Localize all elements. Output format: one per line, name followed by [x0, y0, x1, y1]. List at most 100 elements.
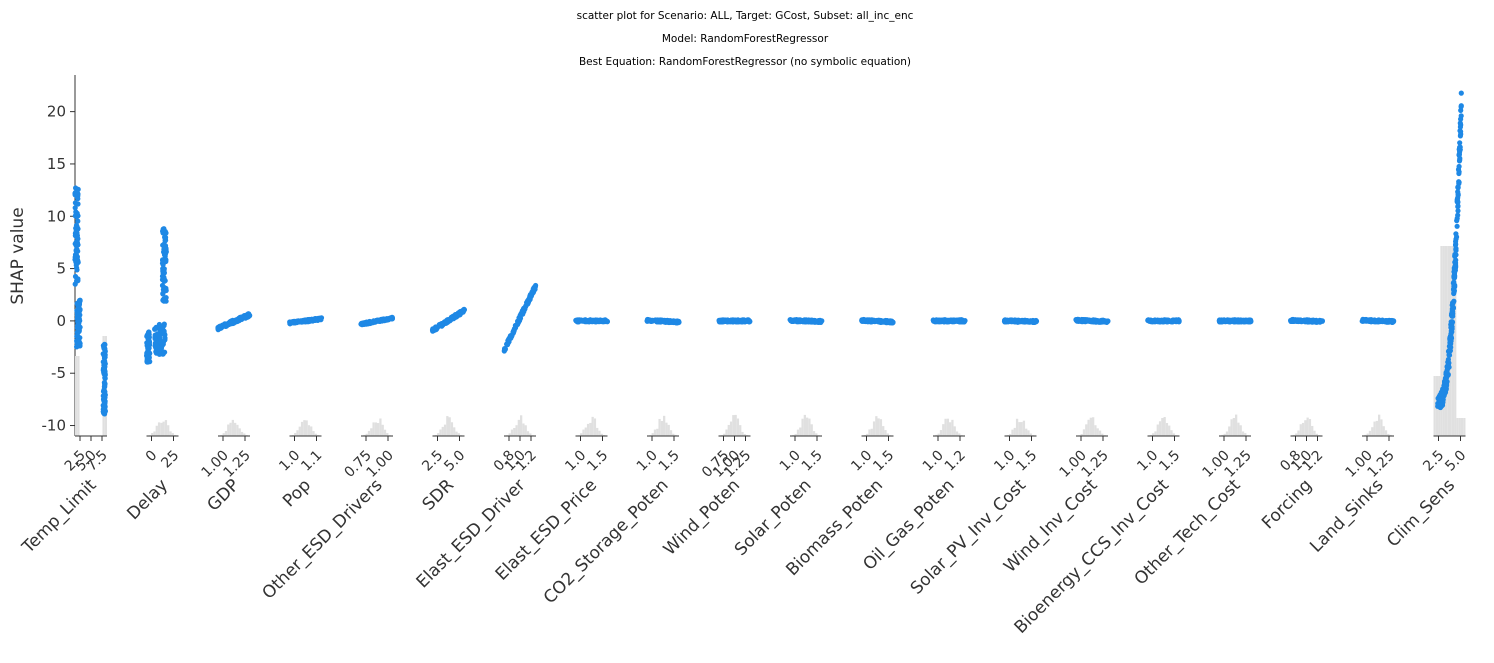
data-point — [1437, 403, 1442, 408]
hist-bar — [163, 422, 165, 436]
data-point — [147, 351, 152, 356]
hist-bar — [808, 419, 810, 436]
data-point — [103, 409, 108, 414]
data-point — [1450, 314, 1455, 319]
y-tick-label: 20 — [47, 103, 66, 121]
hist-bar — [236, 425, 238, 436]
hist-bar — [1385, 430, 1387, 436]
data-point — [797, 318, 802, 323]
x-tick-label: 1.5 — [656, 448, 683, 475]
data-point — [945, 319, 950, 324]
hist-bar — [455, 432, 457, 436]
hist-bar — [234, 423, 236, 436]
hist-bar — [1023, 421, 1025, 436]
data-point — [860, 318, 865, 323]
data-point — [1362, 317, 1367, 322]
data-point — [1453, 239, 1458, 244]
hist-bar — [1456, 418, 1458, 436]
chart-title-line-1: scatter plot for Scenario: ALL, Target: … — [577, 10, 914, 22]
data-point — [1447, 340, 1452, 345]
data-point — [153, 336, 158, 341]
data-point — [1383, 318, 1388, 323]
hist-bar — [241, 432, 243, 436]
data-point — [1459, 113, 1464, 118]
hist-bar — [232, 420, 234, 436]
hist-bar — [1085, 424, 1087, 436]
hist-bar — [1373, 422, 1375, 436]
hist-bar — [1313, 431, 1315, 436]
hist-bar — [77, 356, 79, 436]
data-point — [503, 346, 508, 351]
data-point — [888, 319, 893, 324]
feature-label: GDP — [204, 475, 244, 515]
hist-bar — [1154, 431, 1156, 436]
data-point — [1451, 305, 1456, 310]
hist-bar — [811, 424, 813, 436]
data-point — [1237, 319, 1242, 324]
data-point — [77, 340, 82, 345]
data-point — [508, 336, 513, 341]
feature-label: Delay — [123, 475, 172, 524]
data-point — [445, 317, 450, 322]
x-tick-label: 1.5 — [1013, 448, 1040, 475]
hist-bar — [799, 428, 801, 436]
data-point — [73, 226, 78, 231]
data-point — [75, 278, 80, 283]
data-point — [1456, 184, 1461, 189]
data-point — [364, 320, 369, 325]
hist-bar — [1240, 425, 1242, 436]
hist-bar — [868, 429, 870, 436]
data-point — [646, 318, 651, 323]
hist-bar — [1087, 420, 1089, 436]
hist-bar — [312, 431, 314, 436]
data-point — [376, 319, 381, 324]
hist-bar — [942, 424, 944, 436]
hist-bar — [382, 425, 384, 436]
data-point — [75, 333, 80, 338]
hist-bar — [303, 420, 305, 436]
hist-bar — [1383, 426, 1385, 436]
data-point — [1452, 266, 1457, 271]
data-point — [161, 339, 166, 344]
data-point — [1075, 317, 1080, 322]
hist-bar — [308, 425, 310, 436]
hist-bar — [947, 419, 949, 436]
feature-label: CO2_Storage_Poten — [540, 475, 673, 608]
data-point — [1150, 319, 1155, 324]
data-point — [1457, 164, 1462, 169]
hist-bar — [737, 419, 739, 436]
x-tick-label: 1.5 — [799, 448, 826, 475]
data-point — [1452, 275, 1457, 280]
data-point — [76, 322, 81, 327]
data-point — [146, 341, 151, 346]
data-point — [1013, 318, 1018, 323]
data-point — [1456, 171, 1461, 176]
hist-bar — [949, 422, 951, 436]
x-tick-label: 5.0 — [441, 448, 468, 475]
data-point — [654, 318, 659, 323]
data-point — [519, 310, 524, 315]
hist-bar — [310, 426, 312, 436]
hist-bar — [515, 425, 517, 436]
x-tick-label: 1.5 — [870, 448, 897, 475]
data-point — [719, 318, 724, 323]
hist-bar — [167, 425, 169, 436]
data-point — [102, 346, 107, 351]
hist-bar — [585, 427, 587, 436]
data-point — [437, 322, 442, 327]
hist-bar — [227, 424, 229, 436]
data-point — [1458, 132, 1463, 137]
data-point — [101, 366, 106, 371]
data-point — [1298, 318, 1303, 323]
hist-bar — [1226, 431, 1228, 436]
data-point — [962, 319, 967, 324]
data-point — [1002, 318, 1007, 323]
data-point — [1459, 91, 1464, 96]
hist-bar — [520, 415, 522, 436]
data-point — [154, 343, 159, 348]
hist-bar — [384, 430, 386, 436]
data-point — [1455, 224, 1460, 229]
data-point — [515, 322, 520, 327]
hist-bar — [944, 419, 946, 436]
